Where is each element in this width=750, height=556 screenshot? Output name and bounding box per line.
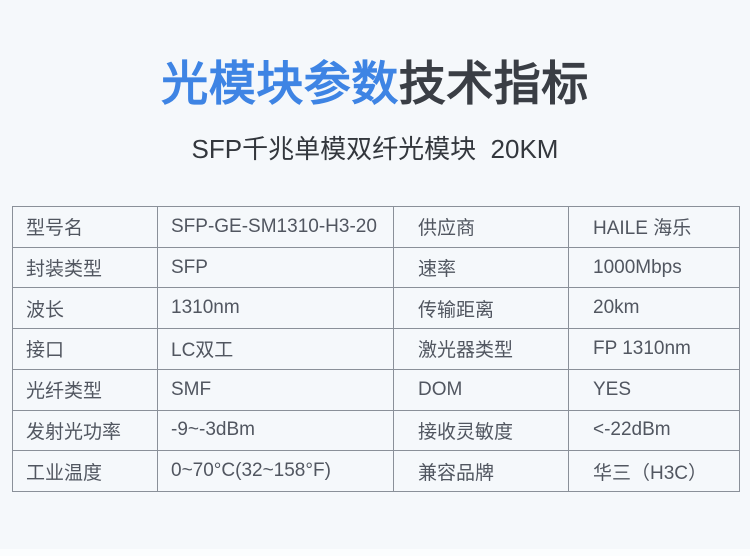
spec-value-cell: SFP — [157, 246, 394, 289]
spec-label-cell: 工业温度 — [12, 450, 158, 492]
spec-label-cell: 发射光功率 — [12, 409, 158, 452]
table-row: 接口 LC双工 激光器类型 FP 1310nm — [12, 328, 740, 370]
spec-label-cell: 型号名 — [12, 206, 158, 248]
title-rest: 技术指标 — [398, 57, 589, 110]
page-title: 光模块参数技术指标 — [0, 56, 750, 112]
spec-label-cell: 供应商 — [393, 206, 569, 248]
spec-label-cell: 传输距离 — [393, 287, 569, 330]
table-row: 型号名 SFP-GE-SM1310-H3-20 供应商 HAILE 海乐 — [12, 206, 740, 248]
spec-table: 型号名 SFP-GE-SM1310-H3-20 供应商 HAILE 海乐 封装类… — [12, 206, 740, 492]
spec-value-cell: 0~70°C(32~158°F) — [157, 450, 394, 492]
spec-label-cell: 速率 — [393, 246, 569, 289]
spec-value-cell: LC双工 — [157, 328, 394, 370]
title-highlight: 光模块参数 — [161, 57, 399, 110]
spec-value-cell: -9~-3dBm — [157, 409, 394, 452]
spec-value-cell: 20km — [568, 287, 740, 330]
spec-value-cell: 1310nm — [157, 287, 394, 330]
bottom-edge-strip — [0, 549, 750, 556]
spec-value-cell: 华三（H3C） — [568, 450, 740, 492]
spec-value-cell: YES — [568, 368, 740, 411]
spec-label-cell: 光纤类型 — [12, 368, 158, 411]
spec-label-cell: 波长 — [12, 287, 158, 330]
table-row: 工业温度 0~70°C(32~158°F) 兼容品牌 华三（H3C） — [12, 450, 740, 492]
spec-label-cell: DOM — [393, 368, 569, 411]
table-row: 光纤类型 SMF DOM YES — [12, 368, 740, 411]
spec-label-cell: 兼容品牌 — [393, 450, 569, 492]
spec-label-cell: 激光器类型 — [393, 328, 569, 370]
table-row: 波长 1310nm 传输距离 20km — [12, 287, 740, 330]
table-row: 封装类型 SFP 速率 1000Mbps — [12, 246, 740, 289]
spec-value-cell: SMF — [157, 368, 394, 411]
table-row: 发射光功率 -9~-3dBm 接收灵敏度 <-22dBm — [12, 409, 740, 452]
spec-label-cell: 接口 — [12, 328, 158, 370]
spec-label-cell: 接收灵敏度 — [393, 409, 569, 452]
spec-value-cell: <-22dBm — [568, 409, 740, 452]
spec-value-cell: SFP-GE-SM1310-H3-20 — [157, 206, 394, 248]
spec-value-cell: FP 1310nm — [568, 328, 740, 370]
spec-value-cell: 1000Mbps — [568, 246, 740, 289]
page-subtitle: SFP千兆单模双纤光模块 20KM — [191, 134, 559, 164]
spec-value-cell: HAILE 海乐 — [568, 206, 740, 248]
spec-label-cell: 封装类型 — [12, 246, 158, 289]
